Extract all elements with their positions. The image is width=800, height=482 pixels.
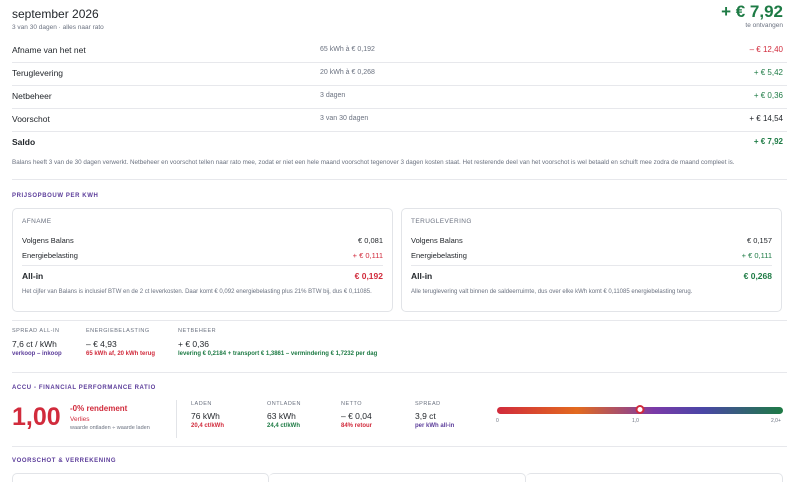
total-amount: + € 7,92: [721, 2, 783, 21]
stat-netbeheer: NETBEHEER + € 0,36 levering € 0,2184 + t…: [178, 328, 377, 357]
stat-sub: verkoop – inkoop: [12, 351, 62, 357]
line-value: € 0,081: [357, 236, 383, 245]
kpi-netto: NETTO – € 0,04 84% retour: [341, 401, 372, 429]
row-label: Teruglevering: [12, 68, 64, 78]
kpi-value: 63 kWh: [267, 411, 296, 421]
teruglevering-card: TERUGLEVERING Volgens Balans € 0,157 Ene…: [401, 208, 782, 312]
total-label: te ontvangen: [745, 22, 783, 29]
stat-head: SPREAD ALL-IN: [12, 328, 60, 334]
kpi-sub: per kWh all-in: [415, 423, 455, 429]
stat-head: NETBEHEER: [178, 328, 217, 334]
line-value: + € 0,111: [741, 251, 772, 260]
line-label: Energiebelasting: [411, 251, 467, 260]
afname-card-title: AFNAME: [22, 218, 52, 225]
breakdown-row: Voorschot 3 van 30 dagen + € 14,54: [12, 109, 787, 132]
voorschot-card-left: [12, 473, 269, 482]
stat-value: 7,6 ct / kWh: [12, 339, 57, 349]
kpi-sub: 84% retour: [341, 423, 373, 429]
allin-value: € 0,268: [743, 271, 772, 281]
kpi-sub: 24,4 ct/kWh: [267, 423, 301, 429]
scale-tick-mid: 1,0: [632, 418, 639, 424]
kpi-head: ONTLADEN: [267, 401, 301, 407]
kpi-sub: 20,4 ct/kWh: [191, 423, 225, 429]
scale-tick-max: 2,0+: [771, 418, 781, 424]
afname-line-balans: Volgens Balans € 0,081: [22, 236, 383, 245]
afname-card: AFNAME Volgens Balans € 0,081 Energiebel…: [12, 208, 393, 312]
teruglevering-card-title: TERUGLEVERING: [411, 218, 472, 225]
row-label: Netbeheer: [12, 91, 52, 101]
kpi-ontladen: ONTLADEN 63 kWh 24,4 ct/kWh: [267, 401, 301, 429]
breakdown-row: Teruglevering 20 kWh à € 0,268 + € 5,42: [12, 63, 787, 86]
stat-sub: levering € 0,2184 + transport € 1,3861 –…: [178, 351, 378, 357]
allin-value: € 0,192: [354, 271, 383, 281]
row-label: Afname van het net: [12, 45, 86, 55]
teruglevering-line-energiebelasting: Energiebelasting + € 0,111: [411, 251, 772, 260]
kpi-spread: SPREAD 3,9 ct per kWh all-in: [415, 401, 454, 429]
voorschot-card-mid: [269, 473, 526, 482]
ratio-scale-marker: [635, 405, 645, 414]
accu-section-heading: ACCU - FINANCIAL PERFORMANCE RATIO: [12, 385, 156, 391]
afname-line-energiebelasting: Energiebelasting + € 0,111: [22, 251, 383, 260]
accu-formula: waarde ontladen ÷ waarde laden: [70, 425, 150, 431]
row-amount: – € 12,40: [749, 45, 783, 54]
stat-energiebelasting: ENERGIEBELASTING – € 4,93 65 kWh af, 20 …: [86, 328, 155, 357]
kpi-value: – € 0,04: [341, 411, 372, 421]
row-detail: 65 kWh à € 0,192: [320, 46, 375, 53]
line-label: Volgens Balans: [22, 236, 74, 245]
row-label: Saldo: [12, 137, 36, 147]
voorschot-card-right: [526, 473, 783, 482]
afname-allin: All-in € 0,192: [22, 271, 383, 281]
kpi-head: SPREAD: [415, 401, 441, 407]
teruglevering-allin: All-in € 0,268: [411, 271, 772, 281]
allin-label: All-in: [22, 271, 44, 281]
month-title: september 2026: [12, 7, 99, 21]
teruglevering-line-balans: Volgens Balans € 0,157: [411, 236, 772, 245]
accu-rendement: -0% rendement: [70, 404, 128, 413]
stat-head: ENERGIEBELASTING: [86, 328, 150, 334]
ratio-scale: [497, 405, 783, 414]
row-detail: 3 van 30 dagen: [320, 115, 369, 122]
row-amount: + € 0,36: [753, 91, 783, 100]
line-value: € 0,157: [746, 236, 772, 245]
kpi-value: 76 kWh: [191, 411, 220, 421]
stat-value: – € 4,93: [86, 339, 117, 349]
kpi-head: LADEN: [191, 401, 212, 407]
row-amount: + € 5,42: [753, 68, 783, 77]
stat-sub: 65 kWh af, 20 kWh terug: [86, 351, 156, 357]
accu-verlies: Verlies: [70, 416, 90, 423]
kpi-laden: LADEN 76 kWh 20,4 ct/kWh: [191, 401, 224, 429]
scale-tick-min: 0: [496, 418, 499, 424]
row-label: Voorschot: [12, 114, 50, 124]
accu-divider: [176, 400, 177, 438]
line-value: + € 0,111: [352, 251, 383, 260]
voorschot-section-heading: VOORSCHOT & VERREKENING: [12, 458, 117, 464]
breakdown-row: Afname van het net 65 kWh à € 0,192 – € 12…: [12, 40, 787, 63]
accu-ratio: 1,00: [12, 403, 61, 431]
afname-footnote: Het cijfer van Balans is inclusief BTW e…: [22, 289, 372, 295]
breakdown-row: Netbeheer 3 dagen + € 0,36: [12, 86, 787, 109]
price-section-heading: PRIJSOPBOUW PER KWH: [12, 193, 99, 199]
processing-note: Balans heeft 3 van de 30 dagen verwerkt.…: [12, 159, 735, 166]
allin-label: All-in: [411, 271, 433, 281]
stat-value: + € 0,36: [178, 339, 209, 349]
line-label: Volgens Balans: [411, 236, 463, 245]
month-subtitle: 3 van 30 dagen · alles naar rato: [12, 24, 104, 31]
breakdown-row: Saldo + € 7,92: [12, 132, 787, 155]
stat-spread: SPREAD ALL-IN 7,6 ct / kWh verkoop – ink…: [12, 328, 62, 357]
line-label: Energiebelasting: [22, 251, 78, 260]
kpi-value: 3,9 ct: [415, 411, 436, 421]
row-detail: 3 dagen: [320, 92, 346, 99]
row-amount: + € 7,92: [753, 137, 783, 146]
kpi-head: NETTO: [341, 401, 363, 407]
row-amount: + € 14,54: [749, 114, 783, 123]
row-detail: 20 kWh à € 0,268: [320, 69, 375, 76]
teruglevering-footnote: Alle teruglevering valt binnen de saldee…: [411, 289, 693, 295]
